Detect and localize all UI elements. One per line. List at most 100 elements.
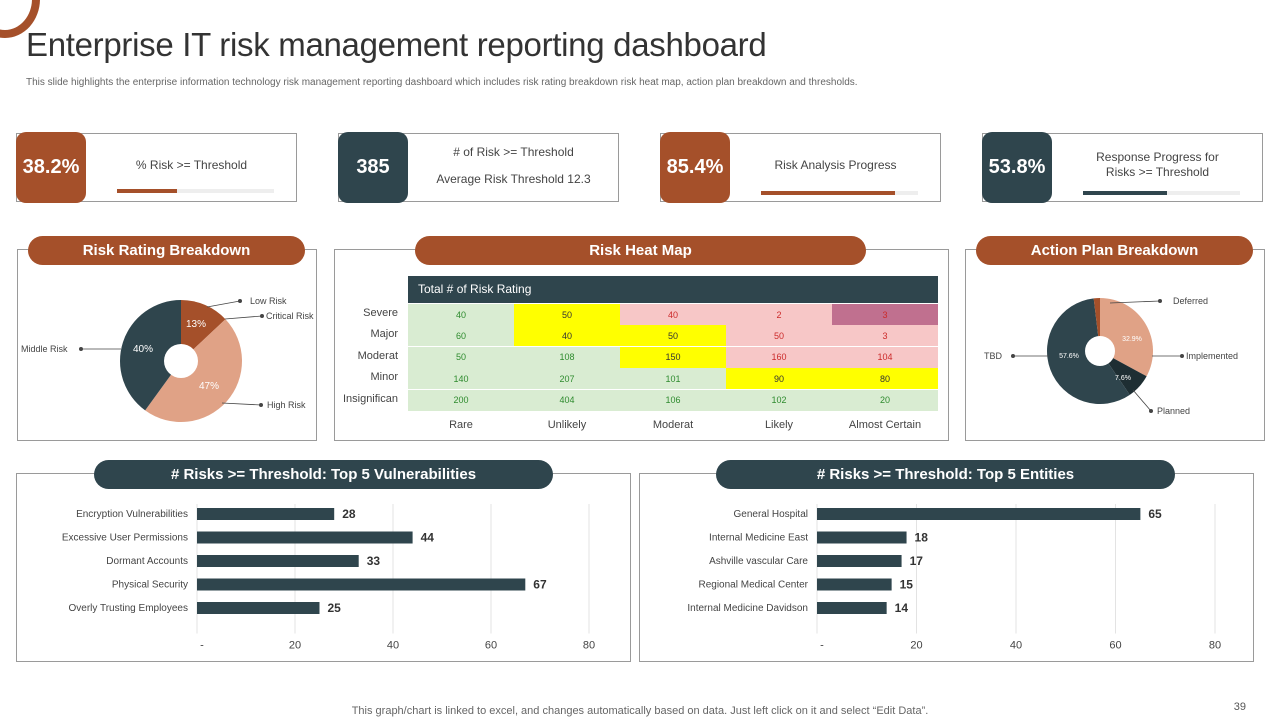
kpi-value: 85.4% (660, 132, 730, 203)
pie-slice-middle-risk (120, 300, 181, 411)
heat-map-cell: 101 (620, 368, 726, 390)
heat-map-col-label: Unlikely (547, 419, 587, 431)
heat-map-col-label: Almost Certain (848, 419, 922, 431)
x-tick-label: 20 (910, 640, 922, 652)
kpi-card-response-progress[interactable]: 53.8% Response Progress for Risks >= Thr… (982, 132, 1263, 203)
heat-map-title: Risk Heat Map (415, 236, 866, 265)
heat-map-cell: 40 (514, 325, 620, 347)
action-plan-title: Action Plan Breakdown (976, 236, 1253, 265)
page-number: 39 (1233, 701, 1246, 713)
heat-map-cell: 3 (832, 304, 938, 325)
page-title: Enterprise IT risk management reporting … (26, 26, 767, 63)
kpi-card-analysis-progress[interactable]: 85.4% Risk Analysis Progress (660, 132, 941, 203)
bar (817, 508, 1141, 520)
legend-middle-risk: Middle Risk (21, 344, 68, 354)
heat-map-cell: 40 (408, 304, 514, 325)
bar-category-label: Internal Medicine East (709, 533, 808, 544)
kpi-label: % Risk >= Threshold (135, 158, 248, 172)
heat-map-cell: 150 (620, 346, 726, 368)
kpi-sublabel: Average Risk Threshold 12.3 (436, 172, 591, 186)
heat-map-row-label: Minor (370, 371, 398, 384)
leader-planned (1132, 389, 1152, 412)
bar (197, 602, 320, 614)
kpi-progress-fill (761, 191, 896, 195)
bar-value-label: 14 (895, 601, 909, 615)
legend-planned: Planned (1157, 406, 1191, 416)
pie-slice-critical-risk (181, 300, 226, 361)
kpi-label: # of Risk >= Threshold (453, 145, 574, 159)
heat-map-cell: 90 (726, 368, 832, 390)
heat-map-cell: 50 (726, 325, 832, 347)
leader-dot-deferred (1158, 299, 1162, 303)
bar-value-label: 33 (367, 554, 381, 568)
bar (197, 508, 335, 520)
heat-map-cell: 2 (726, 304, 832, 325)
pie-label-critical: 13% (186, 319, 206, 330)
leader-dot-tbd (1011, 354, 1015, 358)
kpi-label: Risk Analysis Progress (774, 158, 897, 172)
vulnerabilities-bar-chart: - 20 40 60 80 Encryption Vulnerabilities 28 Exc… (62, 504, 595, 652)
kpi-card-risk-count[interactable]: 385 # of Risk >= Threshold Average Risk … (338, 132, 619, 203)
leader-dot-implemented (1180, 354, 1184, 358)
x-tick-label: 60 (1109, 640, 1121, 652)
heat-map-cell: 3 (832, 325, 938, 347)
bar-category-label: Internal Medicine Davidson (687, 603, 808, 614)
x-tick-label: 60 (485, 640, 497, 652)
leader-dot-low (238, 299, 242, 303)
leader-high (221, 402, 262, 406)
pie-slice-planned (1100, 351, 1147, 395)
heat-map-col-label: Likely (764, 419, 794, 431)
kpi-value: 385 (338, 132, 408, 203)
x-tick-label: 20 (289, 640, 301, 652)
heat-map-cell: 50 (514, 304, 620, 325)
heat-map-row-label: Insignifican (342, 392, 398, 405)
bar-value-label: 18 (915, 531, 929, 545)
heat-map-col-label: Moderat (652, 419, 694, 431)
x-tick-label: - (200, 640, 204, 652)
bar (817, 555, 902, 567)
heat-map-row-label: Major (370, 328, 398, 341)
heat-map-col-label: Rare (449, 419, 473, 431)
pie-hole (1085, 336, 1115, 366)
pie-hole (164, 344, 198, 378)
legend-low-risk: Low Risk (250, 296, 287, 306)
kpi-value: 53.8% (982, 132, 1052, 203)
bar-category-label: General Hospital (734, 509, 808, 520)
heat-map-cell: 50 (408, 346, 514, 368)
heat-map-cell: 40 (620, 304, 726, 325)
legend-deferred: Deferred (1173, 296, 1209, 306)
bar-value-label: 44 (421, 531, 435, 545)
heat-map-cell: 160 (726, 346, 832, 368)
heat-map-cell: 207 (514, 368, 620, 390)
kpi-progress-track (761, 191, 918, 195)
entities-title: # Risks >= Threshold: Top 5 Entities (716, 460, 1175, 489)
vulnerabilities-title: # Risks >= Threshold: Top 5 Vulnerabilit… (94, 460, 553, 489)
legend-critical-risk: Critical Risk (266, 311, 314, 321)
kpi-card-risk-threshold[interactable]: 38.2% % Risk >= Threshold (16, 132, 297, 203)
bar-category-label: Dormant Accounts (106, 556, 188, 567)
heat-map-cell: 50 (620, 325, 726, 347)
bar (197, 578, 526, 591)
heat-map-row-label: Moderat (357, 349, 398, 362)
bar-value-label: 17 (910, 554, 924, 568)
bar-category-label: Encryption Vulnerabilities (76, 509, 188, 520)
legend-tbd: TBD (984, 351, 1002, 361)
leader-dot-middle (79, 347, 83, 351)
kpi-progress-track (1083, 191, 1240, 195)
bar-value-label: 65 (1148, 507, 1162, 521)
bar (197, 555, 359, 567)
bar (817, 578, 892, 591)
x-tick-label: 40 (1010, 640, 1022, 652)
heat-map-cell: 20 (832, 389, 938, 411)
leader-low (206, 300, 241, 308)
pie-label-tbd: 57.6% (1059, 353, 1079, 360)
heat-map-cell: 60 (408, 325, 514, 347)
legend-implemented: Implemented (1186, 351, 1239, 361)
risk-rating-pie: 13% 47% 40% (79, 299, 264, 422)
x-tick-label: 40 (387, 640, 399, 652)
heat-map-cell: 140 (408, 368, 514, 390)
bar-value-label: 28 (342, 507, 356, 521)
heat-map-cell: 108 (514, 346, 620, 368)
leader-critical (224, 315, 263, 320)
leader-dot-critical (260, 314, 264, 318)
